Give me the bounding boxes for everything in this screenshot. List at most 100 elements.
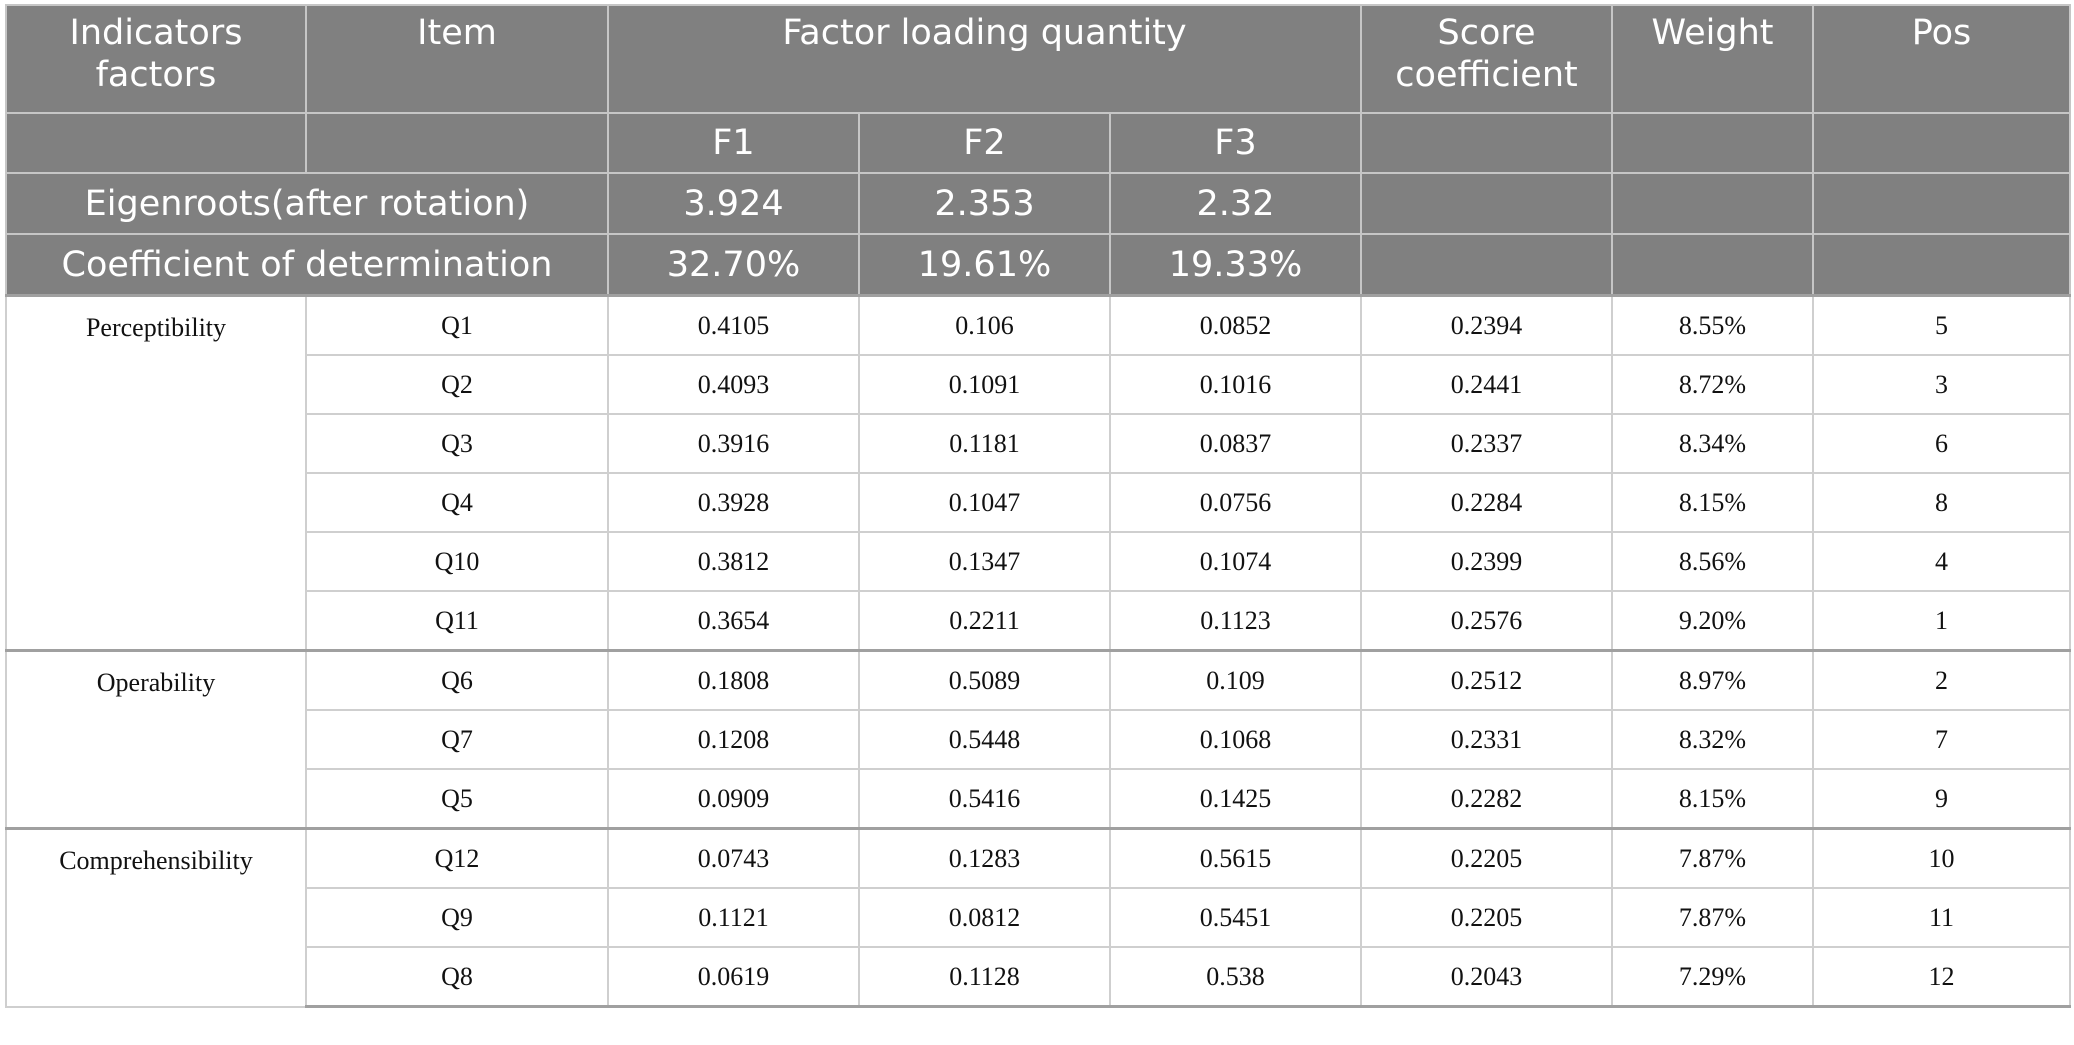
cell-weight: 7.29% [1611,946,1815,1008]
eigenroots-label: Eigenroots(after rotation) [5,172,609,235]
cell-score: 0.2282 [1360,768,1614,830]
header-empty-cell [305,112,609,174]
cell-f3: 0.0756 [1108,472,1363,533]
cell-f1: 0.1208 [607,709,860,770]
eigenroots-f3: 2.32 [1108,172,1363,235]
cell-f2: 0.1091 [858,354,1111,415]
header-empty-cell [1360,112,1614,174]
cell-item: Q11 [305,590,609,652]
table-header: Indicators factors Item Factor loading q… [5,4,2072,297]
header-empty-cell [1611,112,1815,174]
header-f2: F2 [858,112,1111,174]
indicator-group-label: Comprehensibility [5,827,307,1008]
table-row: Q9 0.1121 0.0812 0.5451 0.2205 7.87% 11 [6,887,2072,948]
cell-f1: 0.4093 [607,354,860,415]
header-empty-cell [1611,172,1815,235]
header-empty-cell [1812,172,2072,235]
table-row: Q8 0.0619 0.1128 0.538 0.2043 7.29% 12 [6,946,2072,1008]
cell-f1: 0.3812 [607,531,860,592]
table-row: Q7 0.1208 0.5448 0.1068 0.2331 8.32% 7 [6,709,2072,770]
cell-score: 0.2337 [1360,413,1614,474]
cell-score: 0.2394 [1360,294,1614,356]
cell-f3: 0.5451 [1108,887,1363,948]
determination-f2: 19.61% [858,233,1111,297]
cell-f2: 0.5416 [858,768,1111,830]
cell-pos: 3 [1812,354,2072,415]
header-empty-cell [1812,112,2072,174]
eigenroots-f1: 3.924 [607,172,860,235]
cell-weight: 9.20% [1611,590,1815,652]
table-row: Q3 0.3916 0.1181 0.0837 0.2337 8.34% 6 [6,413,2072,474]
cell-f2: 0.1128 [858,946,1111,1008]
cell-item: Q2 [305,354,609,415]
header-item: Item [305,4,609,114]
cell-score: 0.2331 [1360,709,1614,770]
header-empty-cell [1611,233,1815,297]
cell-f1: 0.0909 [607,768,860,830]
table-row: Q4 0.3928 0.1047 0.0756 0.2284 8.15% 8 [6,472,2072,533]
determination-f3: 19.33% [1108,233,1363,297]
header-factor-loading: Factor loading quantity [606,4,1363,114]
cell-weight: 8.72% [1611,354,1815,415]
table-row: Q5 0.0909 0.5416 0.1425 0.2282 8.15% 9 [6,768,2072,830]
cell-pos: 7 [1812,709,2072,770]
cell-score: 0.2399 [1360,531,1614,592]
cell-f1: 0.3654 [607,590,860,652]
cell-pos: 6 [1812,413,2072,474]
cell-f2: 0.2211 [858,590,1111,652]
cell-item: Q1 [305,294,609,356]
cell-f3: 0.109 [1108,649,1363,711]
cell-f3: 0.1074 [1108,531,1363,592]
cell-item: Q5 [305,768,609,830]
cell-f2: 0.1283 [858,827,1111,889]
cell-f3: 0.1425 [1108,768,1363,830]
cell-f1: 0.3928 [607,472,860,533]
cell-pos: 12 [1812,946,2072,1008]
cell-score: 0.2205 [1360,827,1614,889]
table-row: Q10 0.3812 0.1347 0.1074 0.2399 8.56% 4 [6,531,2072,592]
cell-f2: 0.5448 [858,709,1111,770]
cell-f1: 0.0743 [607,827,860,889]
table-row: Q2 0.4093 0.1091 0.1016 0.2441 8.72% 3 [6,354,2072,415]
cell-f1: 0.4105 [607,294,860,356]
table-row: Operability Q6 0.1808 0.5089 0.109 0.2512 8.97… [5,649,2072,830]
cell-item: Q9 [305,887,609,948]
cell-pos: 5 [1812,294,2072,356]
determination-f1: 32.70% [607,233,860,297]
header-f3: F3 [1108,112,1363,174]
cell-f3: 0.1123 [1108,590,1363,652]
cell-weight: 8.32% [1611,709,1815,770]
header-score-coefficient: Score coefficient [1360,4,1614,114]
cell-score: 0.2043 [1360,946,1614,1008]
cell-score: 0.2576 [1360,590,1614,652]
cell-f3: 0.5615 [1108,827,1363,889]
cell-item: Q8 [305,946,609,1008]
cell-pos: 9 [1812,768,2072,830]
cell-pos: 8 [1812,472,2072,533]
header-empty-cell [1360,172,1614,235]
table-row: Perceptibility Q1 0.4105 0.106 0.0852 0.2394 8… [5,294,2072,652]
cell-pos: 11 [1812,887,2072,948]
cell-score: 0.2284 [1360,472,1614,533]
table-body: Perceptibility Q1 0.4105 0.106 0.0852 0.2394 8… [5,294,2072,1008]
header-empty-cell [1812,233,2072,297]
cell-pos: 1 [1812,590,2072,652]
cell-f1: 0.1121 [607,887,860,948]
determination-label: Coefficient of determination [5,233,609,297]
cell-weight: 8.34% [1611,413,1815,474]
cell-f1: 0.0619 [607,946,860,1008]
cell-f1: 0.1808 [607,649,860,711]
cell-weight: 8.55% [1611,294,1815,356]
cell-f2: 0.1347 [858,531,1111,592]
cell-pos: 10 [1812,827,2072,889]
cell-weight: 7.87% [1611,827,1815,889]
indicator-group-label: Perceptibility [5,294,307,652]
cell-score: 0.2205 [1360,887,1614,948]
cell-f3: 0.0837 [1108,413,1363,474]
header-f1: F1 [607,112,860,174]
indicator-group-label: Operability [5,649,307,830]
header-indicators-factors: Indicators factors [5,4,307,114]
header-empty-cell [1360,233,1614,297]
cell-f3: 0.0852 [1108,294,1363,356]
cell-weight: 8.56% [1611,531,1815,592]
